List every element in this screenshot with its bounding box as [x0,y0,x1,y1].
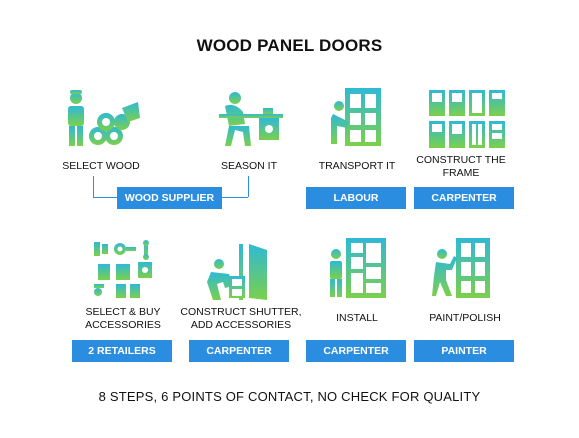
step-label-construct-shutter: CONSTRUCT SHUTTER, ADD ACCESSORIES [180,306,302,331]
step-label-transport-it: TRANSPORT IT [318,160,396,172]
connector-left [93,176,94,197]
step-label-install: INSTALL [336,312,378,324]
tag-painter: PAINTER [414,340,514,362]
door-frames-icon [429,90,505,148]
tag-carpenter-shutter: CARPENTER [189,340,289,362]
tag-labour: LABOUR [306,187,406,209]
footer-summary: 8 STEPS, 6 POINTS OF CONTACT, NO CHECK F… [98,389,481,404]
tag-retailers: 2 RETAILERS [72,340,172,362]
step-label-select-wood: SELECT WOOD [62,160,140,172]
connector-left-h [93,197,117,198]
connector-right [248,176,249,197]
step-label-construct-frame: CONSTRUCT THE FRAME [416,154,506,179]
tag-carpenter-install: CARPENTER [306,340,406,362]
step-label-season-it: SEASON IT [220,160,277,172]
assemble-door-icon [207,244,267,300]
paint-door-icon [432,238,490,298]
step-label-paint-polish: PAINT/POLISH [429,312,501,324]
install-door-icon [330,238,386,298]
step-label-accessories: SELECT & BUY ACCESSORIES [85,306,161,331]
tag-carpenter-frame: CARPENTER [414,187,514,209]
carry-door-icon [331,88,381,146]
connector-right-h [222,197,248,198]
door-hardware-icon [94,240,152,298]
worker-at-bench-icon [219,92,283,146]
tag-wood-supplier: WOOD SUPPLIER [117,187,222,209]
logs-worker-icon [68,90,140,146]
page-title: WOOD PANEL DOORS [196,36,383,55]
